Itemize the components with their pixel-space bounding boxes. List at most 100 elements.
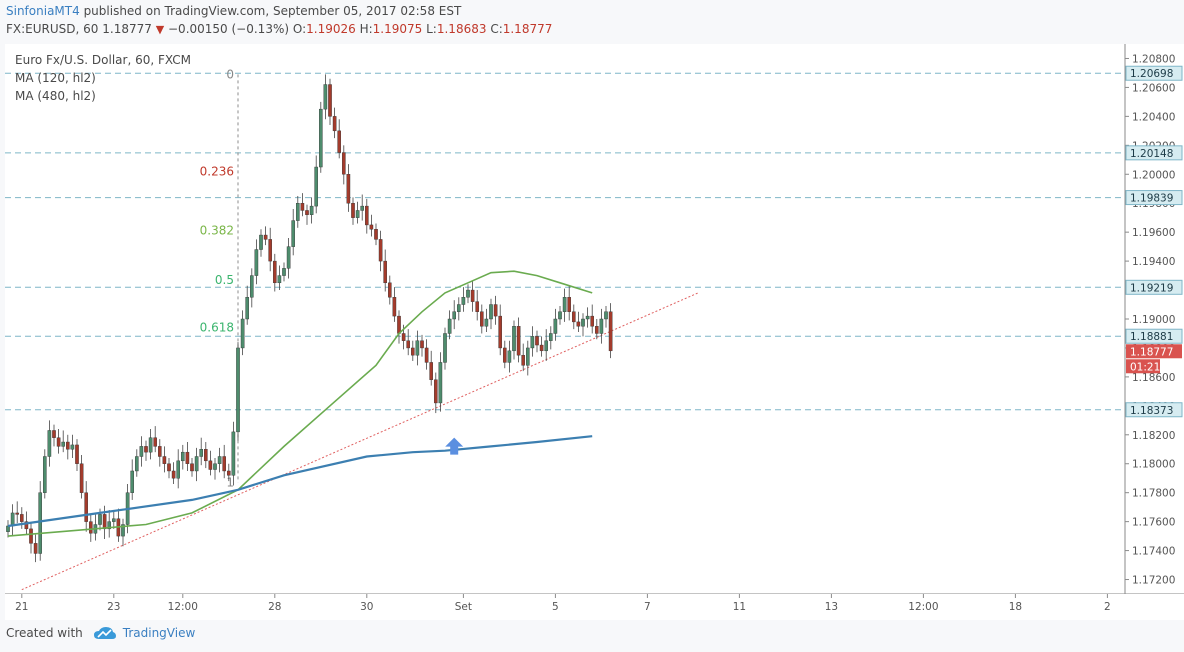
- candle-body: [65, 441, 70, 450]
- candle-body: [222, 456, 227, 472]
- x-tick-label: 5: [552, 601, 559, 613]
- candle-body: [429, 362, 434, 380]
- candle-body: [526, 347, 530, 366]
- ma480-line: [7, 435, 593, 528]
- y-tick-label: 1.17400: [1132, 546, 1175, 558]
- candle-body: [111, 518, 116, 522]
- candle-body: [98, 514, 102, 525]
- candle-body: [130, 470, 135, 493]
- y-tick-label: 1.18000: [1132, 459, 1175, 471]
- fib-level-label: 0: [226, 67, 234, 81]
- candle-body: [346, 174, 351, 204]
- candle-body: [29, 528, 33, 544]
- candle-body: [388, 282, 392, 298]
- candle-body: [134, 456, 139, 472]
- candle-body: [599, 318, 604, 334]
- candle-body: [415, 340, 420, 356]
- candle-body: [521, 354, 525, 366]
- candle-body: [291, 220, 296, 247]
- fib-level-label: 1: [226, 476, 234, 490]
- level-price-label: 1.19839: [1130, 193, 1173, 205]
- publish-info: SinfoniaMT4 published on TradingView.com…: [6, 4, 461, 18]
- last-price-label: 1.18777: [1130, 346, 1173, 358]
- x-tick-label: 13: [825, 601, 838, 613]
- candle-body: [397, 315, 401, 334]
- candle-body: [231, 431, 236, 476]
- candle-body: [180, 451, 185, 462]
- candle-body: [420, 340, 424, 349]
- candle-body: [581, 318, 585, 327]
- candle-body: [378, 239, 383, 262]
- candle-body: [549, 333, 553, 341]
- y-tick-label: 1.19400: [1132, 256, 1175, 268]
- candle-body: [286, 246, 291, 269]
- legend-entry: Euro Fx/U.S. Dollar, 60, FXCM: [15, 53, 191, 67]
- y-tick-label: 1.17800: [1132, 488, 1175, 500]
- candle-body: [268, 239, 273, 262]
- x-tick-label: Set: [455, 601, 472, 613]
- last-price-text: 1.18777: [102, 22, 152, 36]
- up-arrow-icon: [445, 437, 464, 455]
- candle-body: [148, 437, 153, 453]
- candle-body: [203, 449, 208, 462]
- candle-body: [424, 347, 429, 363]
- candle-body: [240, 318, 245, 349]
- candle-body: [102, 514, 107, 530]
- fib-level-label: 0.236: [200, 164, 234, 178]
- candle-body: [226, 470, 231, 476]
- legend-entry: MA (120, hl2): [15, 71, 96, 85]
- candle-body: [171, 470, 176, 479]
- candle-body: [608, 311, 613, 352]
- candle-body: [263, 234, 268, 240]
- time-axis-background: [5, 594, 1184, 620]
- fib-level-label: 0.618: [200, 321, 234, 335]
- fib-level-label: 0.382: [200, 224, 234, 238]
- candle-body: [553, 318, 558, 334]
- candle-body: [434, 379, 438, 404]
- tradingview-cloud-icon: [93, 627, 116, 639]
- level-price-box: [1125, 328, 1183, 344]
- y-tick-label: 1.19000: [1132, 314, 1175, 326]
- low-label: L:: [426, 22, 437, 36]
- candle-body: [480, 311, 484, 327]
- close-label: C:: [490, 22, 503, 36]
- tradingview-brand-link[interactable]: TradingView: [122, 626, 196, 640]
- plot-background: [5, 44, 1125, 594]
- candle-body: [374, 229, 378, 240]
- candle-body: [369, 224, 374, 230]
- candle-body: [213, 463, 217, 470]
- candle-body: [498, 315, 503, 349]
- author-link[interactable]: SinfoniaMT4: [6, 4, 80, 18]
- candle-body: [466, 289, 470, 298]
- candle-body: [342, 152, 346, 175]
- level-price-box: [1125, 190, 1183, 206]
- candle-body: [15, 512, 20, 515]
- candle-body: [309, 205, 314, 215]
- legend-entry: MA (480, hl2): [15, 89, 96, 103]
- created-with-text: Created with: [6, 626, 83, 640]
- candle-body: [38, 492, 42, 554]
- candle-body: [314, 166, 319, 207]
- candle-body: [572, 311, 576, 323]
- candle-body: [185, 451, 190, 464]
- candle-body: [558, 311, 562, 320]
- candle-body: [484, 318, 489, 327]
- candle-body: [300, 203, 305, 211]
- y-tick-label: 1.20800: [1132, 53, 1175, 65]
- candle-body: [365, 205, 369, 226]
- x-tick-label: 23: [107, 601, 120, 613]
- candle-body: [194, 456, 199, 472]
- candle-body: [43, 456, 47, 493]
- price-chart[interactable]: 1.17200 1.17400 1.17600 1.17800 1.18000 1.182…: [0, 44, 1184, 620]
- down-arrow-icon: ▼: [155, 23, 165, 36]
- candle-body: [79, 463, 84, 493]
- candle-body: [139, 446, 144, 457]
- y-tick-label: 1.17600: [1132, 517, 1175, 529]
- candle-body: [328, 84, 332, 117]
- high-value: 1.19075: [372, 22, 423, 36]
- y-tick-label: 1.20000: [1132, 169, 1175, 181]
- y-tick-label: 1.18200: [1132, 430, 1175, 442]
- candle-body: [576, 321, 581, 327]
- candle-body: [443, 333, 447, 363]
- low-value: 1.18683: [436, 22, 487, 36]
